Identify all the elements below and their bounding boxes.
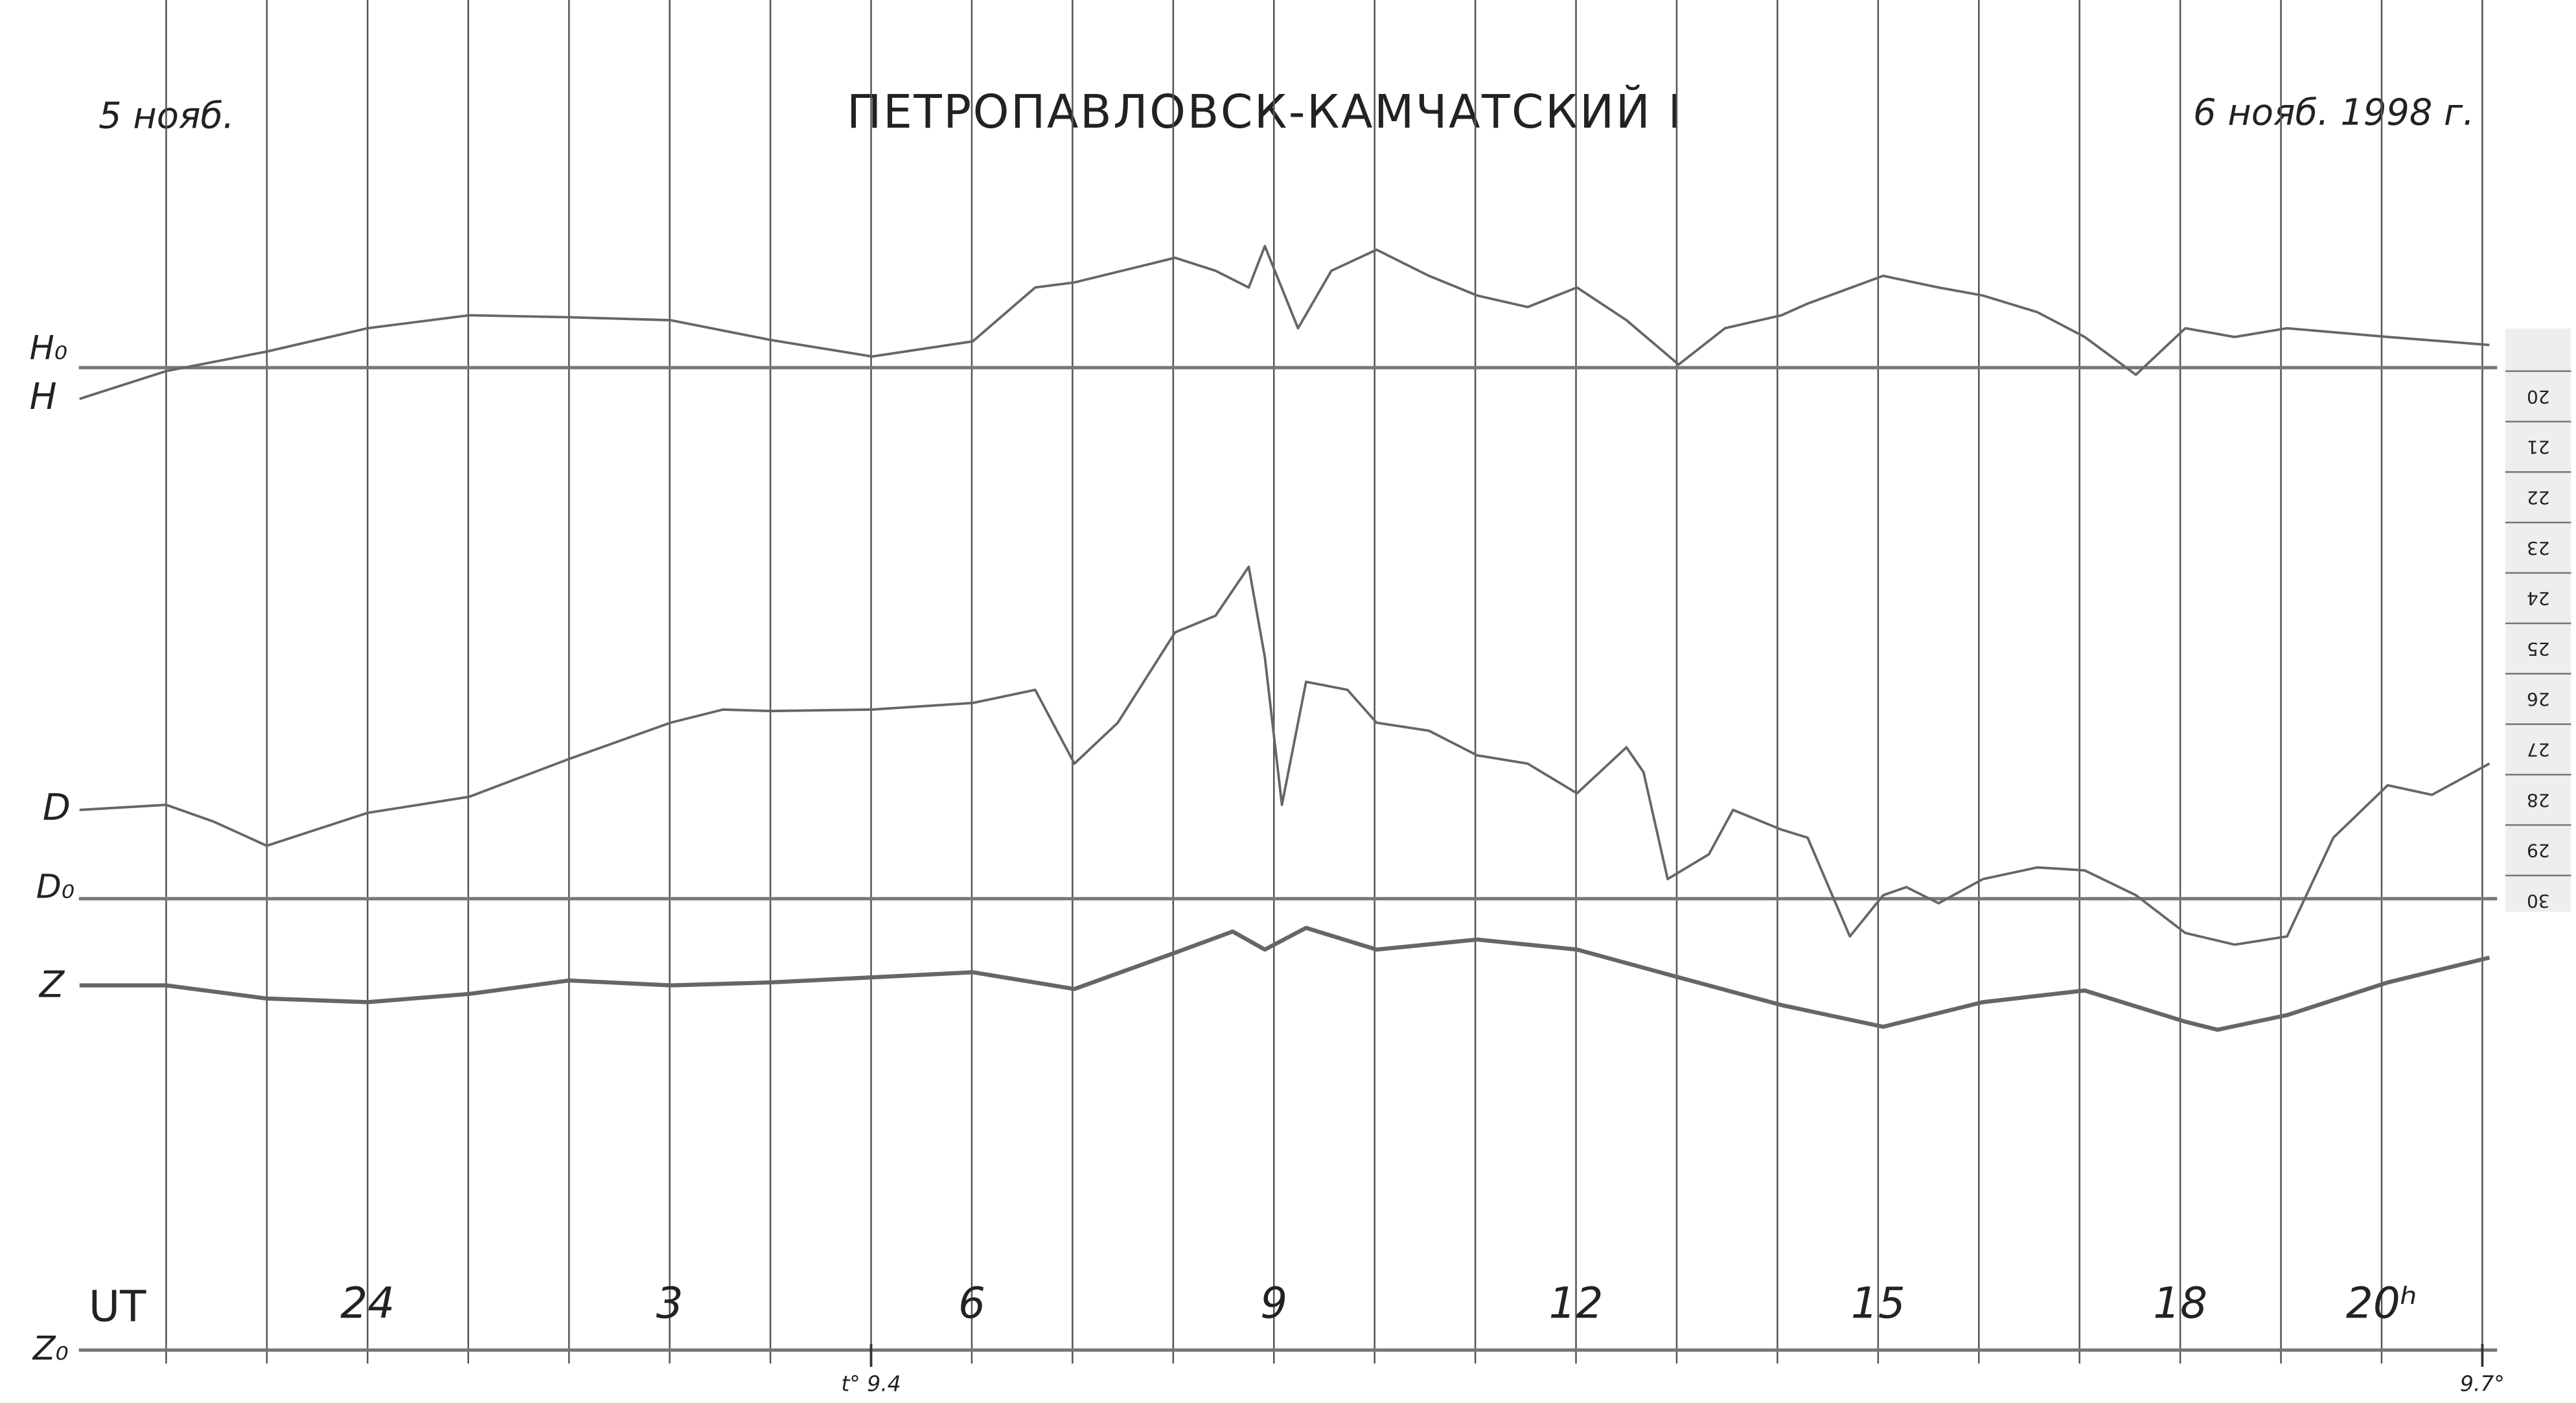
baseline-label: D₀ (36, 868, 75, 906)
scale-strip (2505, 329, 2571, 912)
x-tick-label: 24 (340, 1278, 395, 1328)
end-date: 6 нояб. 1998 г. (2193, 92, 2474, 134)
baseline-label: H₀ (30, 329, 67, 367)
x-axis-label: UT (89, 1282, 146, 1332)
chart-title: ПЕТРОПАВЛОВСК-КАМЧАТСКИЙ I (847, 84, 1683, 139)
scale-label: 24 (2527, 588, 2549, 609)
scale-label: 22 (2527, 487, 2549, 508)
scale-label: 23 (2527, 537, 2549, 559)
x-tick-label: 18 (2153, 1278, 2207, 1328)
trace (79, 565, 2490, 946)
trace (79, 244, 2490, 400)
trace-label: H (30, 376, 57, 418)
scale-label: 20 (2527, 386, 2549, 408)
scale-label: 29 (2527, 840, 2549, 861)
x-tick-label: 20ʰ (2346, 1278, 2417, 1328)
scale-label: 26 (2527, 689, 2549, 710)
scale-label: 21 (2527, 437, 2549, 458)
trace-label: D (43, 787, 71, 829)
x-tick-label: 6 (958, 1278, 985, 1328)
x-tick-label: 15 (1851, 1278, 1905, 1328)
trace-label: Z (38, 964, 65, 1006)
scale-label: 27 (2527, 739, 2549, 761)
x-tick-label: 3 (656, 1278, 684, 1328)
scale-label: 28 (2527, 789, 2549, 811)
baseline-label: Z₀ (32, 1329, 69, 1367)
trace (79, 925, 2490, 1032)
scale-label: 30 (2527, 890, 2549, 912)
temperature-label: 9.7° (2460, 1371, 2505, 1397)
x-tick-label: 12 (1549, 1278, 1604, 1328)
temperature-label: t° 9.4 (841, 1371, 901, 1397)
x-tick-label: 9 (1260, 1278, 1287, 1328)
scale-label: 25 (2527, 638, 2549, 660)
